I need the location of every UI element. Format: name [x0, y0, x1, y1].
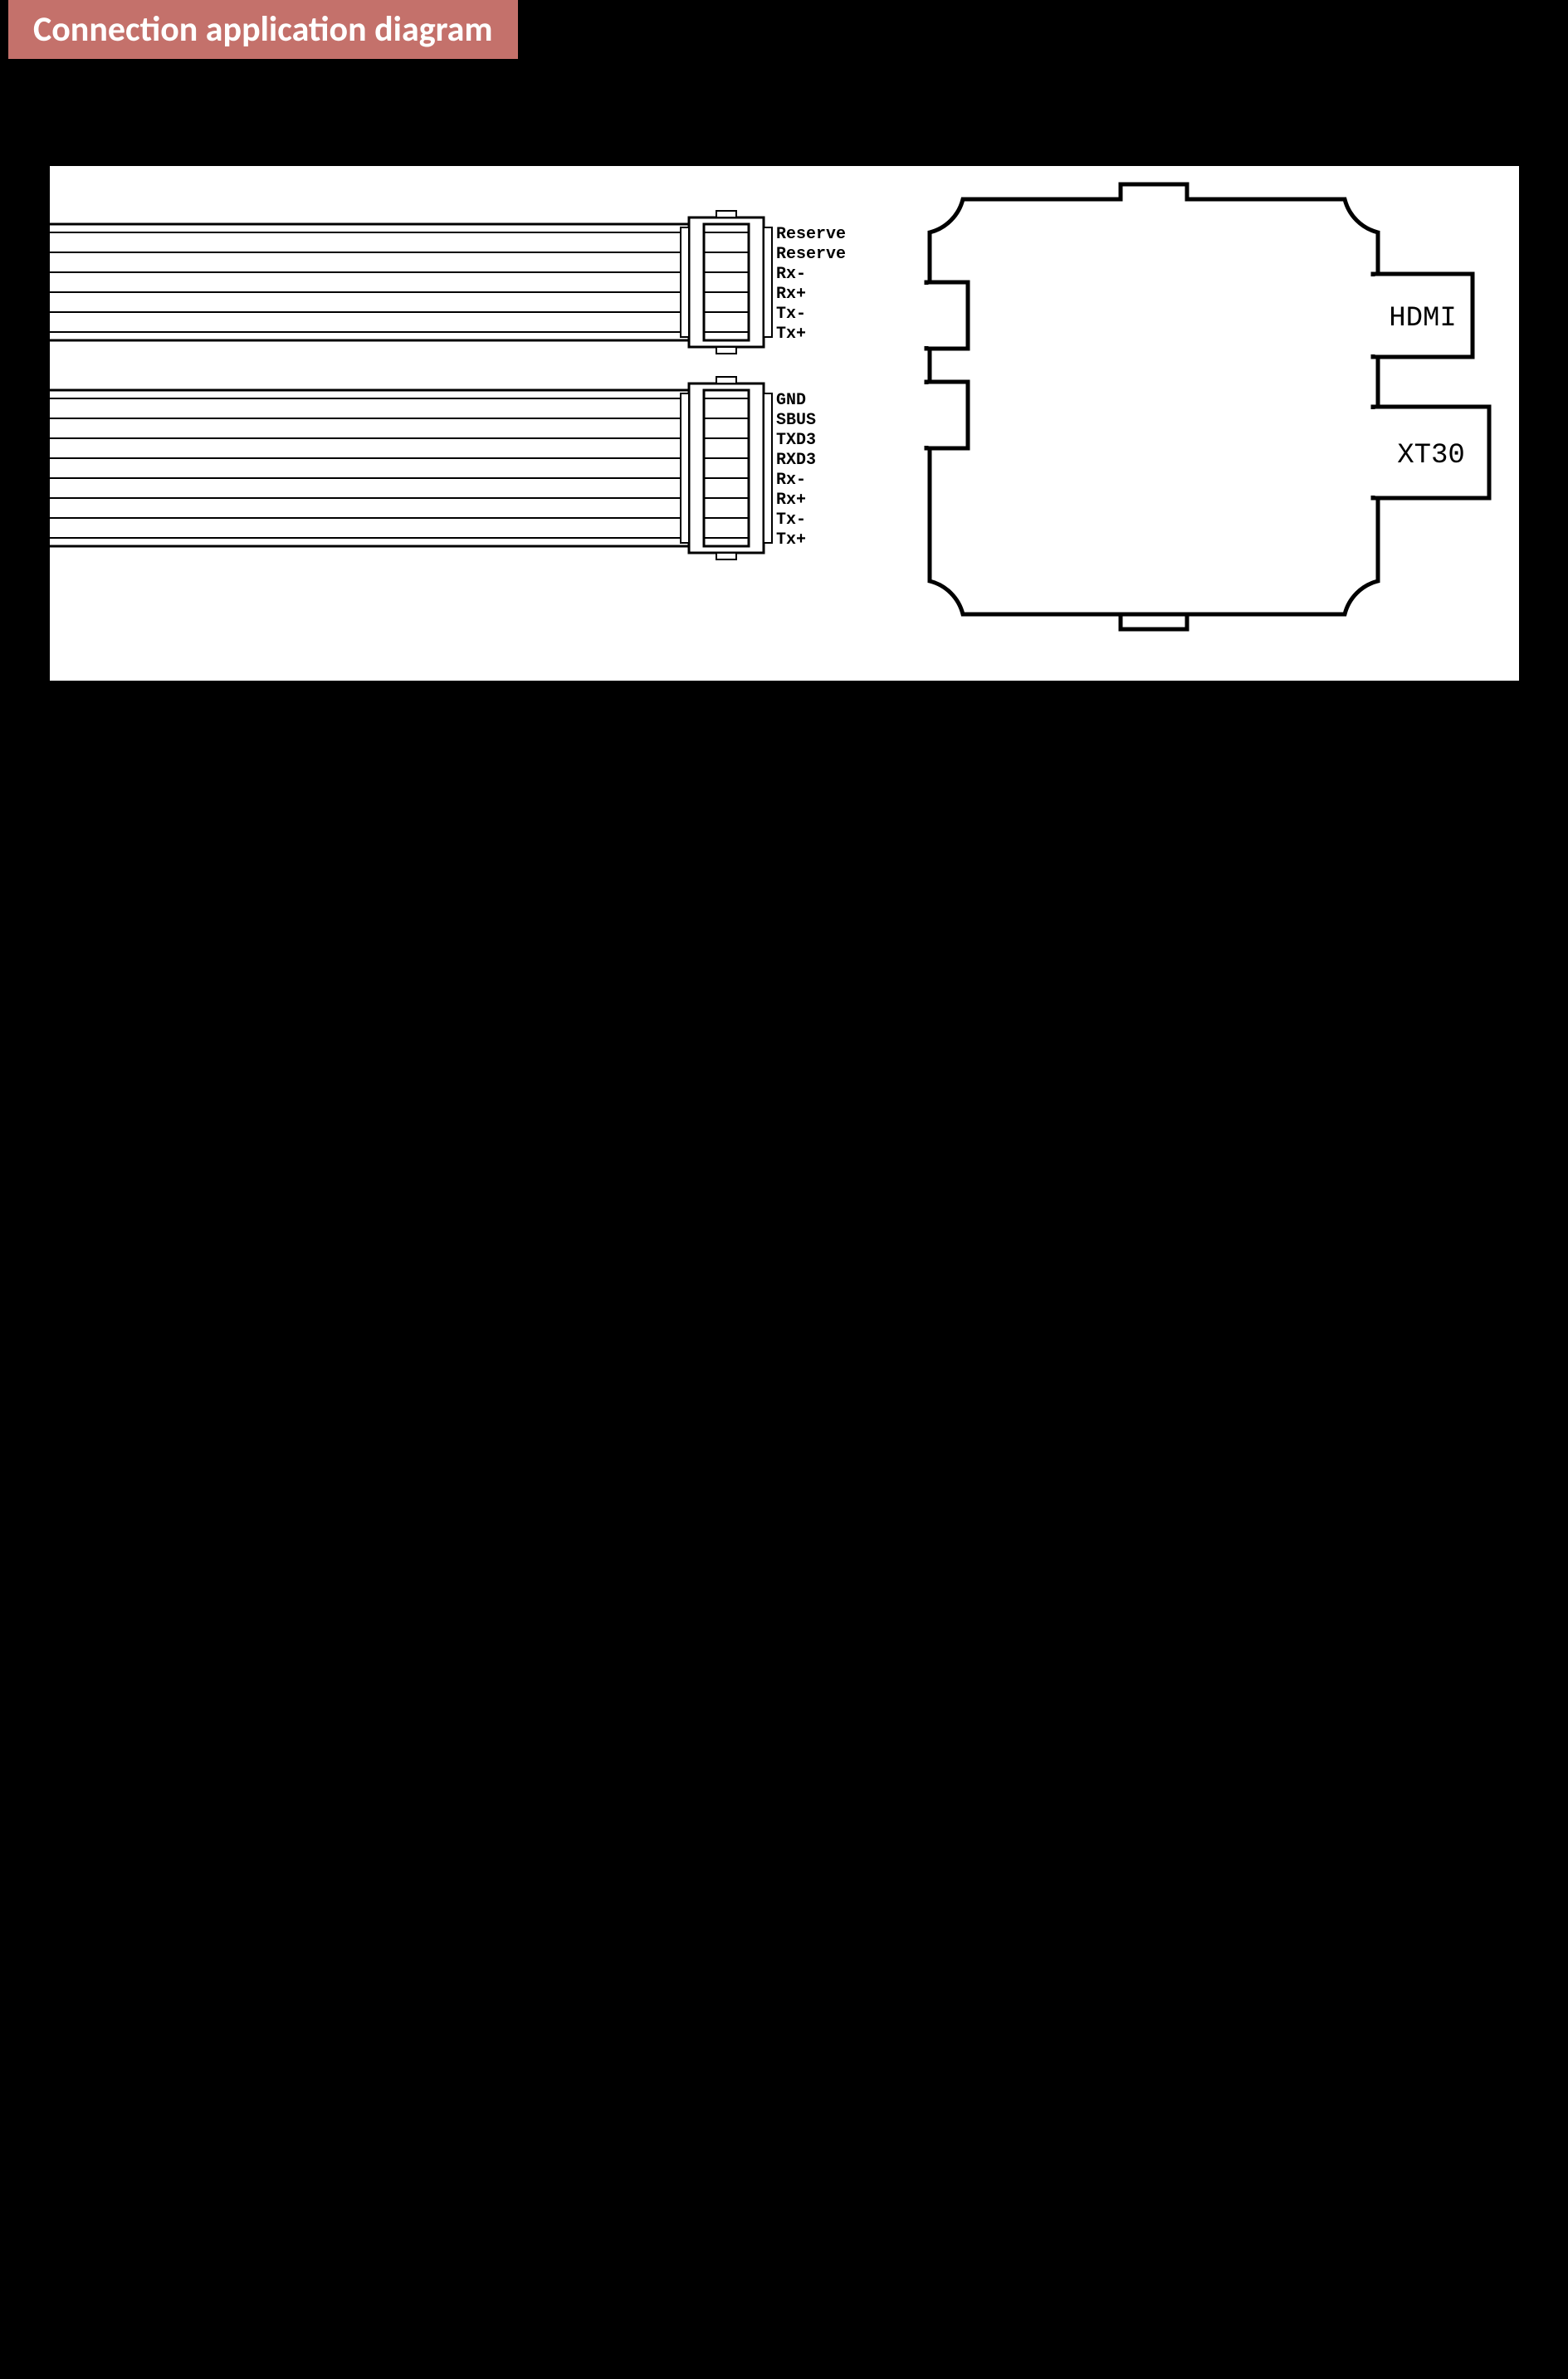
connector2-label-3: RXD3: [776, 451, 816, 470]
connector1-cap-right: [764, 227, 772, 337]
connector2-label-4: Rx-: [776, 471, 806, 490]
connector1-label-2: Rx-: [776, 265, 806, 284]
connector2-cap-right: [764, 393, 772, 543]
connector1-label-3: Rx+: [776, 285, 806, 304]
connector2-tab-top: [716, 377, 736, 383]
connector2-label-1: SBUS: [776, 411, 816, 430]
title-banner: Connection application diagram: [8, 0, 518, 59]
connector2-cap-left: [681, 393, 689, 543]
connector1-tab-top: [716, 211, 736, 217]
connector1-label-1: Reserve: [776, 245, 846, 264]
connector2-label-0: GND: [776, 391, 806, 410]
connector2-tab-bot: [716, 553, 736, 559]
connector2-label-6: Tx-: [776, 510, 806, 530]
connector1-label-0: Reserve: [776, 225, 846, 244]
module-jack-left-1: [926, 382, 968, 448]
connector2-label-7: Tx+: [776, 530, 806, 550]
title-text: Connection application diagram: [33, 8, 493, 51]
connector1-cap-left: [681, 227, 689, 337]
connector2-body: [704, 390, 749, 546]
module-port-label-hdmi: HDMI: [1389, 303, 1457, 335]
connection-diagram: ReserveReserveRx-Rx+Tx-Tx+GNDSBUSTXD3RXD…: [50, 166, 1519, 681]
connector1-label-5: Tx+: [776, 325, 806, 344]
connector2-label-2: TXD3: [776, 431, 816, 450]
page: Connection application diagram ReserveRe…: [0, 0, 1568, 2379]
connector1-body: [704, 224, 749, 340]
connector1-tab-bot: [716, 347, 736, 354]
module-outline: [930, 184, 1378, 629]
connector1-label-4: Tx-: [776, 305, 806, 324]
module-jack-left-0: [926, 282, 968, 349]
connector2-label-5: Rx+: [776, 491, 806, 510]
module-port-label-xt30: XT30: [1397, 440, 1465, 471]
diagram-svg: ReserveReserveRx-Rx+Tx-Tx+GNDSBUSTXD3RXD…: [50, 166, 1519, 681]
